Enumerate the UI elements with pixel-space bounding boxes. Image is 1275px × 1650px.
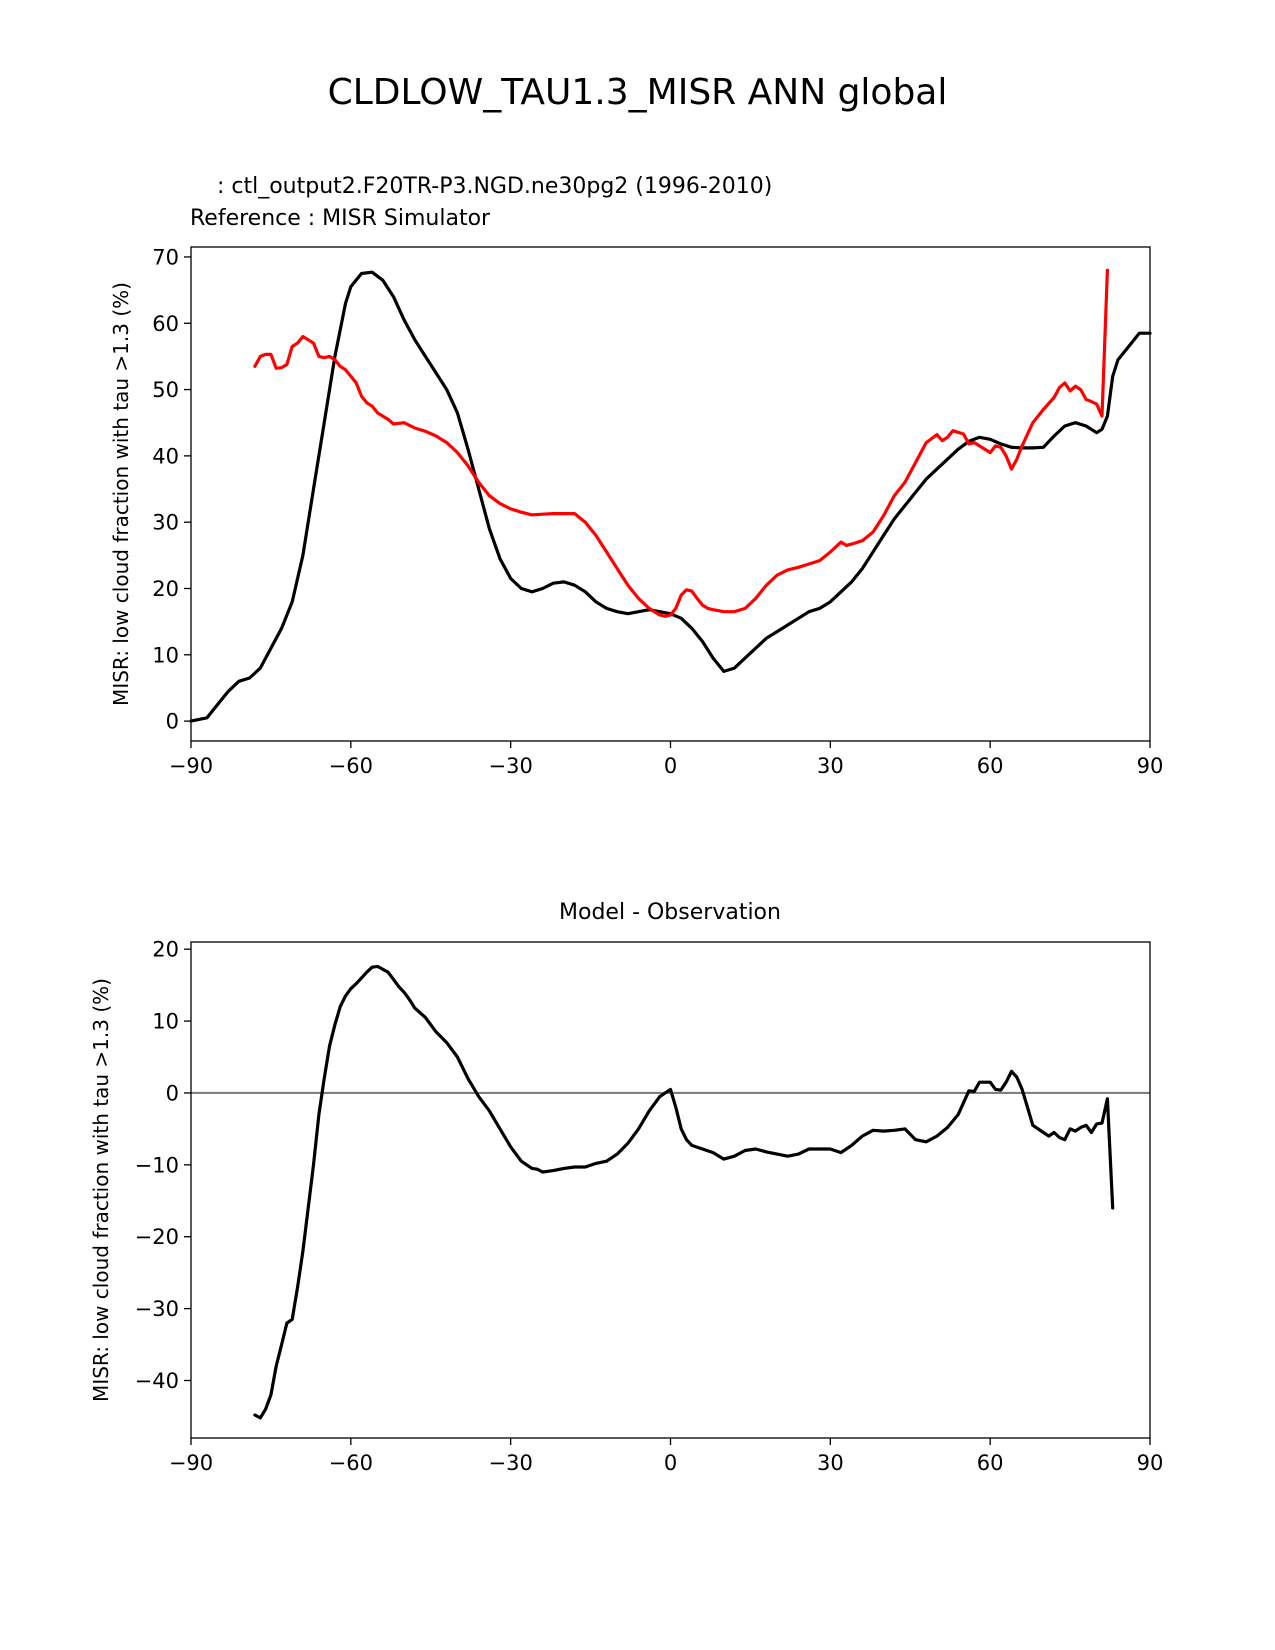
x-tick-label: −90 [169, 1451, 213, 1475]
y-axis-label: MISR: low cloud fraction with tau >1.3 (… [89, 978, 113, 1402]
top-panel: −90 −60 −30 0 30 60 90 0 10 20 30 40 50 60 70 MISR: low… [109, 245, 1163, 778]
x-tick-label: 60 [977, 1451, 1004, 1475]
x-tick-label: −60 [329, 1451, 373, 1475]
x-tick-label: 90 [1137, 1451, 1164, 1475]
x-tick-label: −60 [329, 754, 373, 778]
x-tick-label: 30 [817, 754, 844, 778]
reference-label: Reference : MISR Simulator [190, 206, 491, 231]
y-tick-label: −40 [135, 1369, 179, 1393]
x-tick-label: 60 [977, 754, 1004, 778]
y-tick-label: −30 [135, 1297, 179, 1321]
y-tick-label: −10 [135, 1153, 179, 1177]
y-tick-label: 60 [152, 312, 179, 336]
y-axis-label: MISR: low cloud fraction with tau >1.3 (… [109, 282, 133, 706]
x-tick-label: 30 [817, 1451, 844, 1475]
y-tick-label: −20 [135, 1225, 179, 1249]
y-tick-label: 30 [152, 511, 179, 535]
y-tick-label: 20 [152, 938, 179, 962]
figure-title: CLDLOW_TAU1.3_MISR ANN global [327, 72, 948, 113]
difference-panel: −90 −60 −30 0 30 60 90 −40 −30 −20 −10 0 10 20 MISR: l… [89, 938, 1163, 1475]
y-tick-label: 40 [152, 444, 179, 468]
y-tick-label: 20 [152, 577, 179, 601]
test-case-label: : ctl_output2.F20TR-P3.NGD.ne30pg2 (1996… [203, 174, 773, 199]
y-tick-label: 10 [152, 643, 179, 667]
y-tick-label: 0 [166, 710, 179, 734]
y-tick-label: 70 [152, 245, 179, 269]
series-line-reference [253, 268, 1109, 618]
x-tick-label: −30 [489, 754, 533, 778]
x-tick-label: 0 [664, 1451, 677, 1475]
series-line-difference [253, 964, 1115, 1420]
y-tick-label: 50 [152, 378, 179, 402]
x-tick-label: 90 [1137, 754, 1164, 778]
series-line-test [189, 270, 1152, 723]
x-tick-label: −90 [169, 754, 213, 778]
y-tick-label: 0 [166, 1081, 179, 1105]
axes-frame [190, 246, 1151, 742]
x-tick-label: 0 [664, 754, 677, 778]
x-tick-label: −30 [489, 1451, 533, 1475]
y-tick-label: 10 [152, 1010, 179, 1034]
axes-frame [190, 941, 1151, 1439]
difference-plot-title: Model - Observation [559, 900, 781, 925]
